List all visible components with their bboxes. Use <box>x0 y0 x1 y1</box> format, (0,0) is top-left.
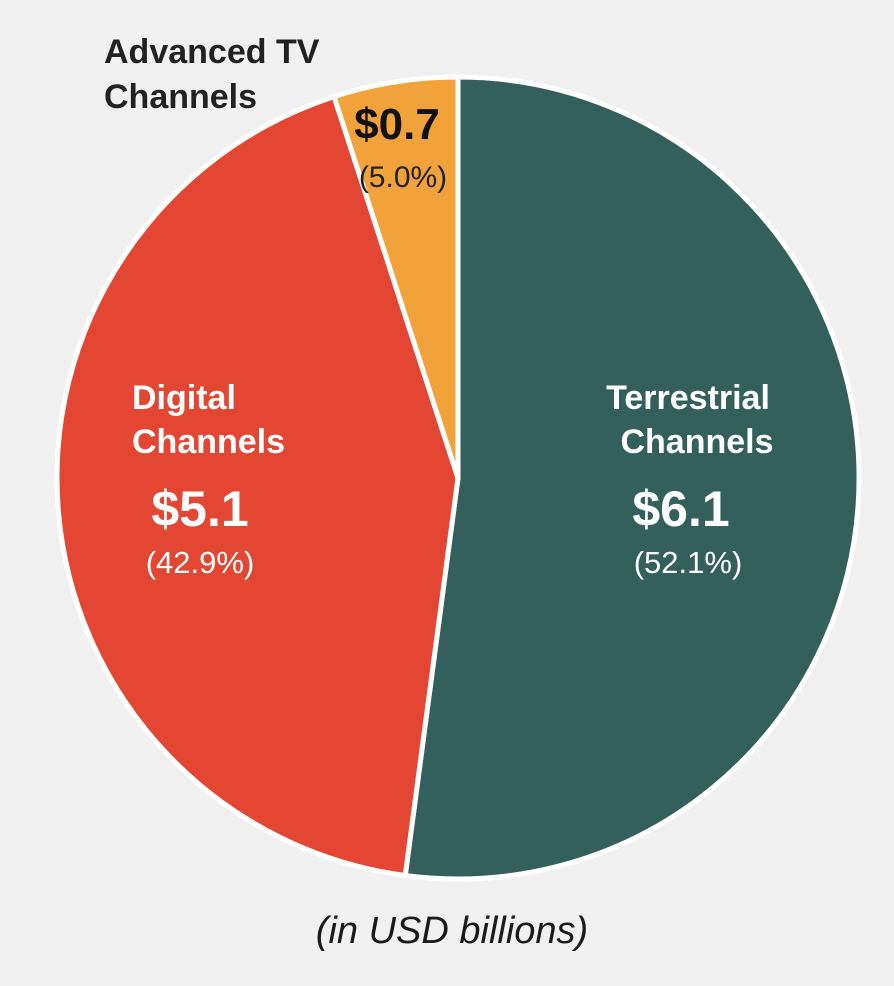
advanced-tv-percent-label: (5.0%) <box>359 161 447 194</box>
terrestrial-slice <box>402 74 862 882</box>
terrestrial-value-label: $6.1 <box>632 481 729 537</box>
digital-percent-label: (42.9%) <box>146 545 255 580</box>
advanced-tv-value-label: $0.7 <box>354 100 440 149</box>
digital-slice <box>54 94 461 879</box>
advanced-tv-label-line-2: Channels <box>104 78 257 116</box>
units-footnote: (in USD billions) <box>316 910 588 952</box>
terrestrial-percent-label: (52.1%) <box>634 545 743 580</box>
advanced-tv-label-line-1: Advanced TV <box>104 33 320 71</box>
digital-value-label: $5.1 <box>151 481 248 537</box>
pie-labels: Terrestrial Channels $6.1 (52.1%) Digita… <box>104 33 774 952</box>
terrestrial-label-line-1: Terrestrial <box>606 379 770 417</box>
digital-label-line-2: Channels <box>132 423 285 461</box>
terrestrial-label-line-2: Channels <box>620 423 773 461</box>
digital-label-line-1: Digital <box>132 379 236 417</box>
advanced-tv-slice <box>331 74 461 481</box>
pie-slices <box>54 74 862 882</box>
